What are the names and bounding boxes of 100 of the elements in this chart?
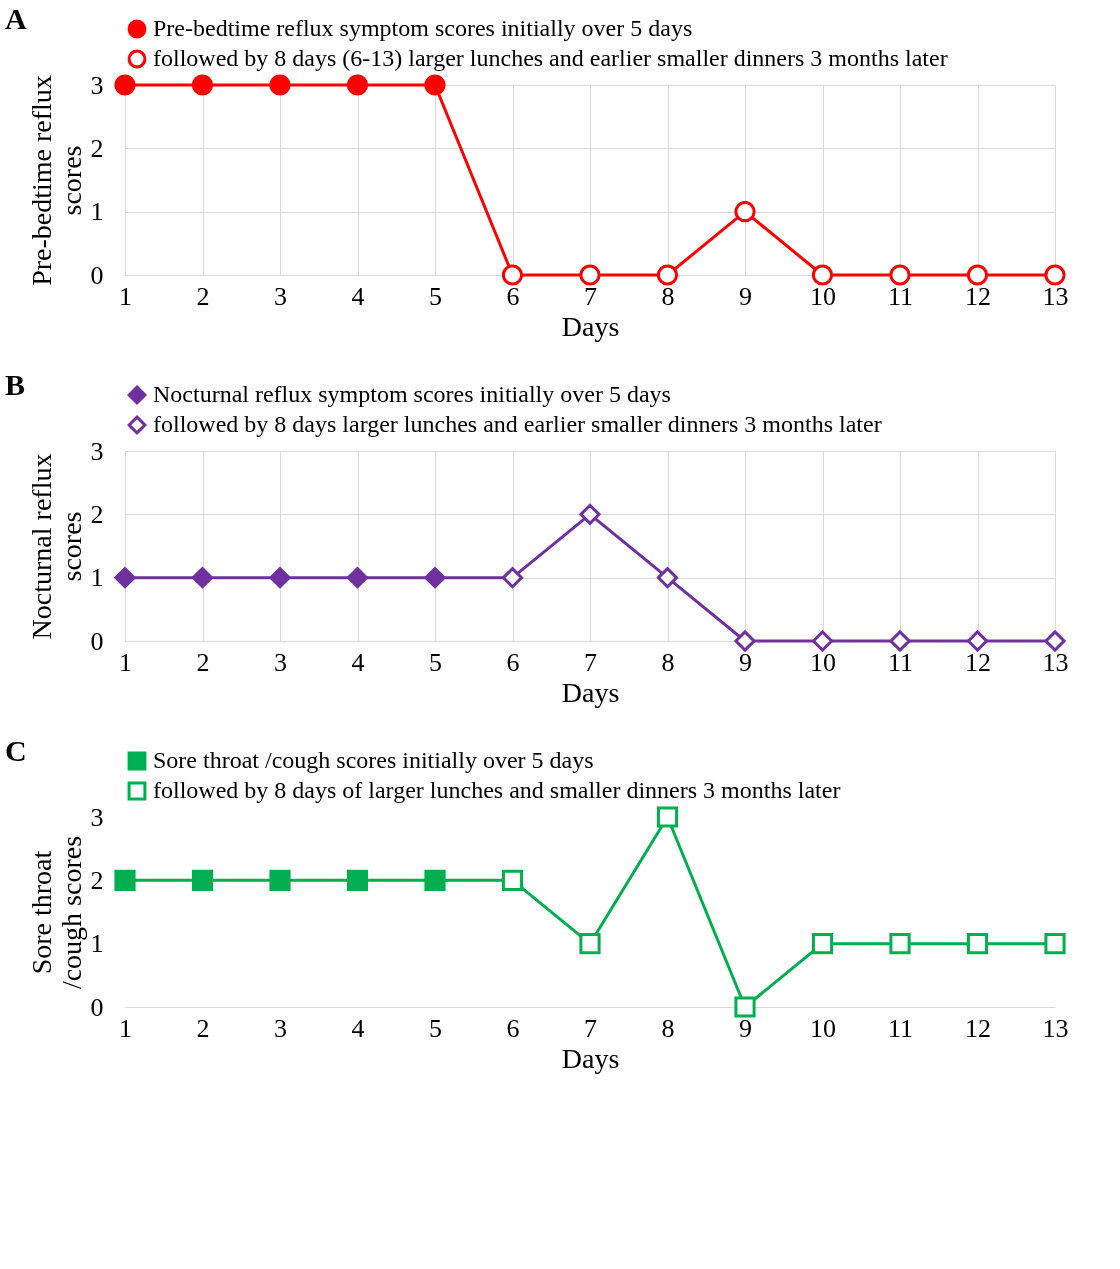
point: [811, 933, 834, 955]
point: [191, 74, 214, 96]
point: [656, 264, 679, 286]
x-tick-label: 12: [965, 1013, 991, 1043]
x-tick-label: 7: [584, 647, 597, 677]
x-tick-label: 2: [196, 1013, 210, 1043]
point: [269, 567, 291, 589]
x-tick-label: 1: [119, 1013, 132, 1043]
y-tick-label: 3: [90, 436, 104, 466]
y-tick-label: 3: [90, 70, 104, 100]
x-tick-label: 4: [351, 1013, 365, 1043]
point: [734, 996, 756, 1018]
point: [424, 869, 446, 891]
point: [1044, 630, 1066, 652]
x-tick-label: 5: [429, 281, 442, 311]
point: [114, 567, 136, 589]
x-tick-label: 11: [887, 1013, 914, 1043]
y-axis-title: Sore throat /cough scores: [25, 835, 87, 990]
y-tick-label: 3: [90, 802, 104, 832]
x-tick-label: 11: [887, 647, 914, 677]
x-tick-label: 10: [810, 281, 836, 311]
point: [579, 503, 601, 525]
point: [424, 74, 446, 96]
x-tick-label: 7: [584, 281, 597, 311]
point: [346, 869, 369, 891]
x-tick-label: 5: [429, 1013, 442, 1043]
y-tick-label: 0: [90, 626, 104, 656]
y-tick-label: 1: [90, 929, 104, 959]
point: [966, 933, 989, 955]
point: [501, 869, 524, 891]
y-tick-label: 0: [90, 992, 104, 1022]
point: [579, 933, 601, 955]
y-tick-label: 2: [90, 499, 104, 529]
point: [501, 567, 524, 589]
x-tick-label: 13: [1042, 281, 1069, 311]
legend-label: followed by 8 days (6-13) larger lunches and earlier smaller dinners 3 months later: [153, 45, 948, 71]
x-tick-label: 9: [739, 281, 752, 311]
point: [579, 264, 601, 286]
x-tick-label: 3: [274, 1013, 287, 1043]
x-tick-label: 10: [810, 1013, 836, 1043]
x-tick-label: 8: [661, 281, 675, 311]
point: [811, 264, 834, 286]
y-tick-label: 2: [90, 865, 104, 895]
x-tick-label: 12: [965, 281, 991, 311]
text: B: [5, 368, 26, 401]
point: [346, 567, 369, 589]
x-axis-title: Days: [561, 1042, 620, 1074]
text: A: [5, 2, 27, 35]
y-axis-title: Nocturnal reflux scores: [25, 453, 87, 640]
x-tick-label: 6: [506, 1013, 520, 1043]
legend-label: followed by 8 days of larger lunches and smaller dinners 3 months later: [153, 777, 841, 803]
x-tick-label: 1: [119, 647, 132, 677]
y-tick-label: 0: [90, 260, 104, 290]
x-tick-label: 4: [351, 647, 365, 677]
x-tick-label: 10: [810, 647, 836, 677]
x-axis-title: Days: [561, 676, 620, 708]
point: [1044, 933, 1066, 955]
point: [734, 630, 756, 652]
point: [191, 567, 214, 589]
x-tick-label: 8: [661, 1013, 675, 1043]
point: [269, 74, 291, 96]
point: [656, 806, 679, 828]
x-axis-title: Days: [561, 310, 620, 342]
y-tick-label: 1: [90, 197, 104, 227]
point: [114, 869, 136, 891]
y-axis-title: Pre-bedtime reflux scores: [25, 75, 87, 286]
point: [656, 567, 679, 589]
x-tick-label: 8: [661, 647, 675, 677]
x-tick-label: 1: [119, 281, 132, 311]
x-tick-label: 3: [274, 281, 287, 311]
x-tick-label: 4: [351, 281, 365, 311]
point: [501, 264, 524, 286]
legend-label: Nocturnal reflux symptom scores initially over 5 days: [153, 381, 671, 407]
point: [424, 567, 446, 589]
x-tick-label: 6: [506, 281, 520, 311]
point: [269, 869, 291, 891]
legend-label: Pre-bedtime reflux symptom scores initially over 5 days: [153, 15, 693, 41]
point: [889, 630, 911, 652]
y-tick-label: 2: [90, 133, 104, 163]
x-tick-label: 2: [196, 281, 210, 311]
point: [114, 74, 136, 96]
point: [1044, 264, 1066, 286]
legend-label: followed by 8 days larger lunches and earlier smaller dinners 3 months later: [153, 411, 882, 437]
x-tick-label: 13: [1042, 647, 1069, 677]
x-tick-label: 5: [429, 647, 442, 677]
x-tick-label: 11: [887, 281, 914, 311]
point: [966, 264, 989, 286]
point: [811, 630, 834, 652]
x-tick-label: 13: [1042, 1013, 1069, 1043]
x-tick-label: 9: [739, 1013, 752, 1043]
x-tick-label: 6: [506, 647, 520, 677]
x-tick-label: 12: [965, 647, 991, 677]
y-tick-label: 1: [90, 563, 104, 593]
point: [889, 933, 911, 955]
x-tick-label: 9: [739, 647, 752, 677]
legend-label: Sore throat /cough scores initially over 5 days: [153, 747, 594, 773]
point: [191, 869, 214, 891]
text: C: [5, 734, 27, 767]
x-tick-label: 2: [196, 647, 210, 677]
point: [734, 201, 756, 223]
